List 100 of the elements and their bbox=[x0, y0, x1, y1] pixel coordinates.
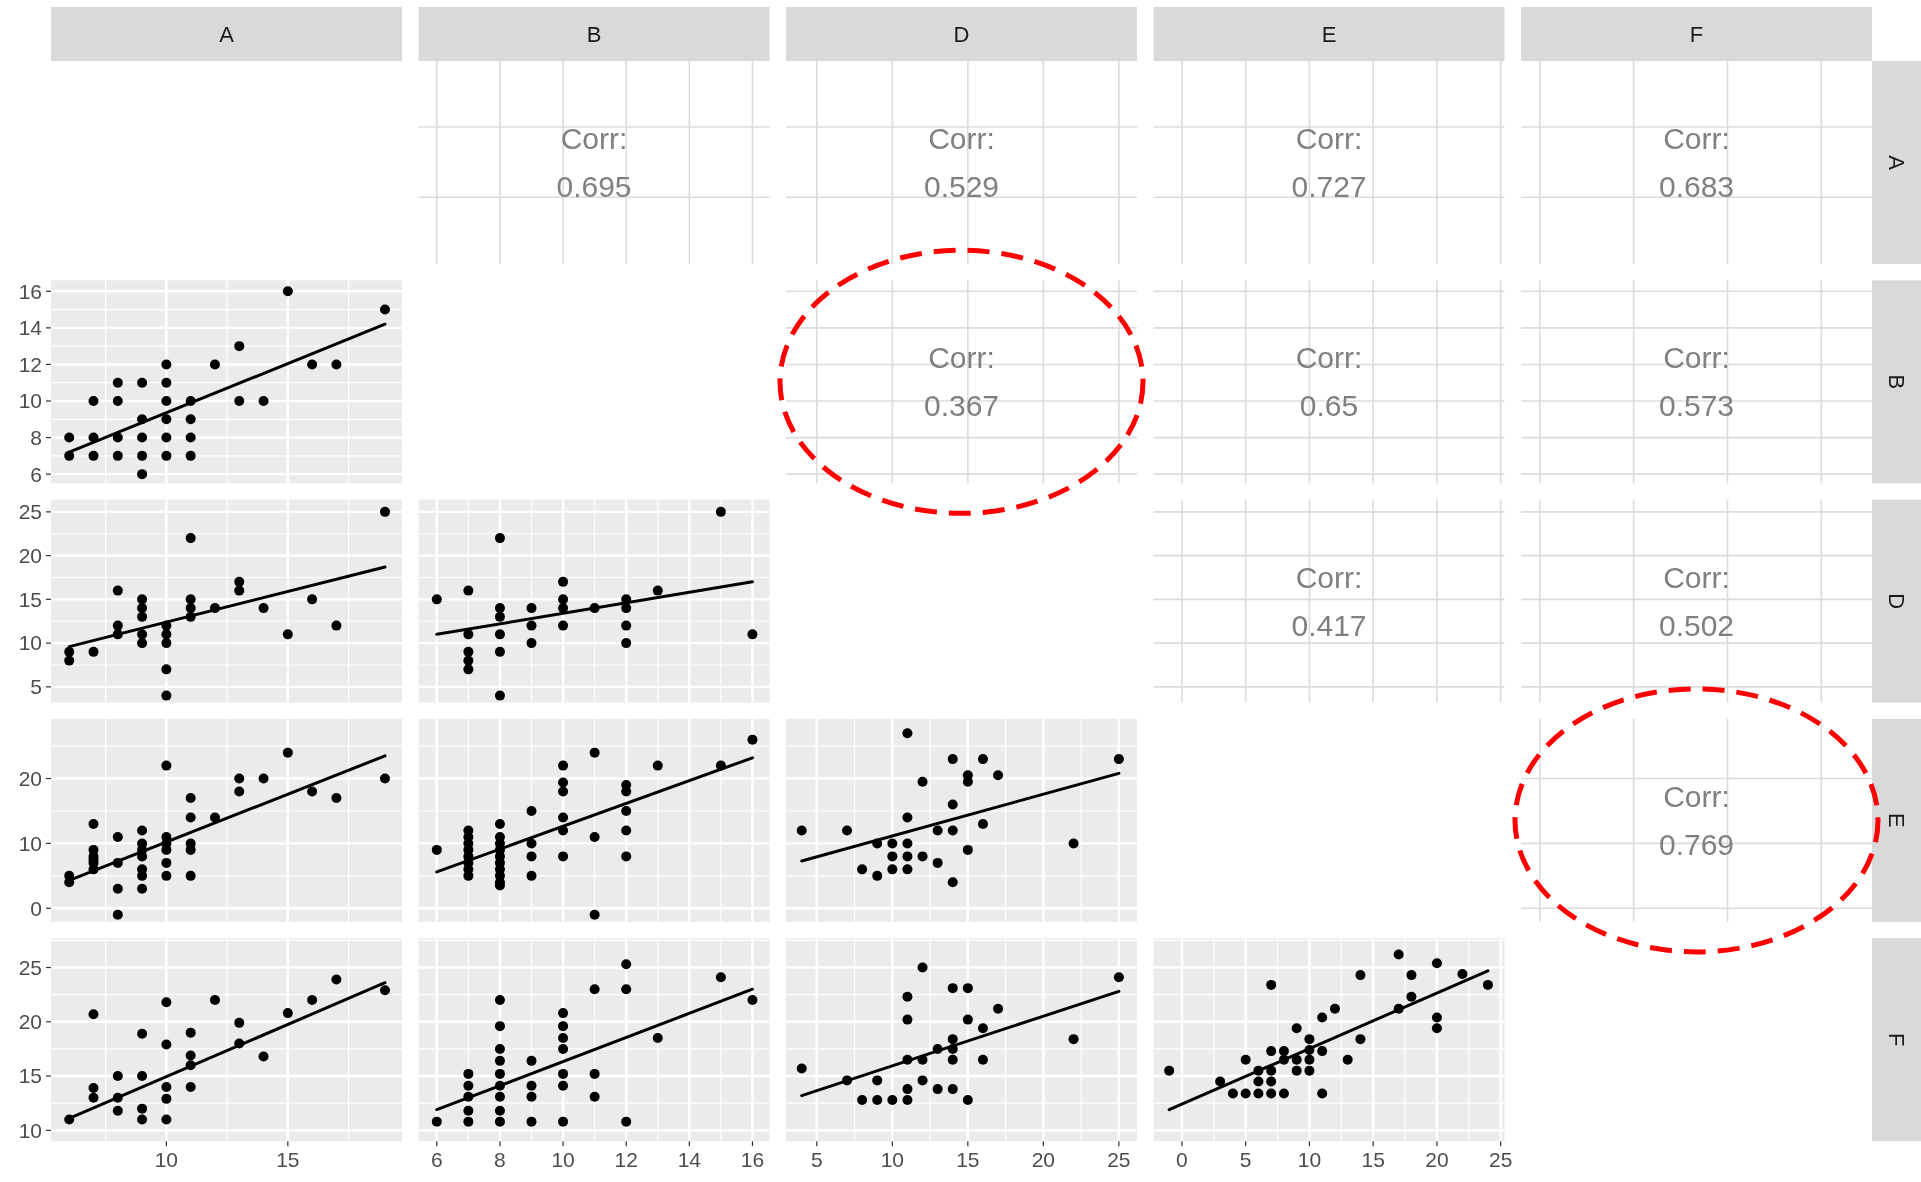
point bbox=[887, 1094, 898, 1105]
point bbox=[977, 1054, 988, 1065]
point bbox=[977, 818, 988, 829]
y-tick-label: 10 bbox=[18, 1118, 42, 1142]
point bbox=[463, 585, 474, 596]
point bbox=[258, 1051, 269, 1062]
point bbox=[494, 629, 505, 640]
point bbox=[64, 646, 75, 657]
point bbox=[872, 1094, 883, 1105]
y-tick-label: 15 bbox=[18, 587, 42, 611]
point bbox=[589, 984, 600, 995]
text: Corr: bbox=[1295, 560, 1363, 594]
point bbox=[161, 432, 172, 443]
text: A bbox=[1883, 155, 1909, 171]
point bbox=[112, 909, 123, 920]
point bbox=[887, 838, 898, 849]
point bbox=[137, 450, 148, 461]
point bbox=[621, 959, 632, 970]
point bbox=[526, 1091, 537, 1102]
point bbox=[112, 450, 123, 461]
point bbox=[962, 1014, 973, 1025]
point bbox=[902, 1014, 913, 1025]
point bbox=[652, 585, 663, 596]
text: 0.529 bbox=[923, 170, 1000, 203]
point bbox=[64, 450, 75, 461]
point bbox=[1291, 1054, 1302, 1065]
point bbox=[1329, 1003, 1340, 1014]
point bbox=[161, 414, 172, 425]
point bbox=[161, 450, 172, 461]
point bbox=[932, 1084, 943, 1095]
point bbox=[88, 646, 99, 657]
point bbox=[526, 806, 537, 816]
point bbox=[494, 1091, 505, 1102]
point bbox=[1393, 949, 1404, 960]
point bbox=[857, 864, 868, 875]
point bbox=[1266, 1088, 1277, 1099]
point bbox=[993, 1003, 1004, 1014]
point bbox=[185, 432, 196, 443]
point bbox=[526, 851, 537, 862]
point bbox=[715, 972, 726, 983]
point bbox=[902, 812, 913, 823]
point bbox=[185, 1050, 196, 1061]
point bbox=[331, 359, 342, 370]
y-tick-label: 10 bbox=[18, 389, 42, 413]
point bbox=[526, 1080, 537, 1091]
point bbox=[463, 1105, 474, 1116]
text: 0.367 bbox=[923, 389, 1000, 423]
point bbox=[1355, 970, 1366, 981]
text: B bbox=[586, 21, 602, 47]
point bbox=[558, 620, 569, 631]
x-tick-label: 10 bbox=[880, 1148, 905, 1172]
text: Corr: bbox=[560, 122, 628, 155]
point bbox=[282, 1008, 293, 1019]
point bbox=[589, 1091, 600, 1102]
point bbox=[902, 864, 913, 875]
x-tick-label: 10 bbox=[1297, 1148, 1322, 1172]
point bbox=[1291, 1065, 1302, 1076]
text: Corr: bbox=[1663, 560, 1730, 594]
point bbox=[558, 812, 569, 823]
point bbox=[161, 870, 172, 881]
point bbox=[161, 997, 172, 1008]
point bbox=[932, 825, 943, 836]
point bbox=[282, 747, 293, 758]
point bbox=[137, 432, 148, 443]
point bbox=[977, 1023, 988, 1034]
point bbox=[431, 594, 442, 605]
point bbox=[1355, 1034, 1366, 1045]
point bbox=[747, 995, 758, 1006]
point bbox=[526, 620, 537, 631]
point bbox=[1266, 1046, 1277, 1057]
point bbox=[715, 506, 726, 517]
point bbox=[917, 1075, 928, 1086]
point bbox=[621, 1116, 632, 1127]
point bbox=[282, 629, 293, 640]
point bbox=[589, 747, 600, 758]
point bbox=[621, 825, 632, 836]
point bbox=[917, 851, 928, 862]
point bbox=[1164, 1065, 1175, 1076]
point bbox=[234, 786, 245, 797]
point bbox=[558, 1043, 569, 1054]
text: Corr: bbox=[1295, 122, 1363, 155]
point bbox=[1431, 958, 1442, 969]
point bbox=[494, 1105, 505, 1116]
point bbox=[589, 1068, 600, 1079]
point bbox=[137, 603, 148, 614]
point bbox=[137, 1103, 148, 1114]
point bbox=[917, 776, 928, 787]
y-tick-label: 6 bbox=[30, 462, 42, 486]
point bbox=[621, 620, 632, 631]
text: 0.727 bbox=[1291, 170, 1367, 203]
point bbox=[1113, 754, 1124, 765]
point bbox=[1113, 972, 1124, 983]
point bbox=[558, 1021, 569, 1032]
point bbox=[161, 1093, 172, 1104]
y-tick-label: 16 bbox=[18, 279, 42, 303]
point bbox=[185, 533, 196, 544]
point bbox=[64, 432, 75, 443]
y-tick-label: 25 bbox=[18, 500, 42, 524]
point bbox=[872, 1075, 883, 1086]
point bbox=[463, 664, 474, 675]
